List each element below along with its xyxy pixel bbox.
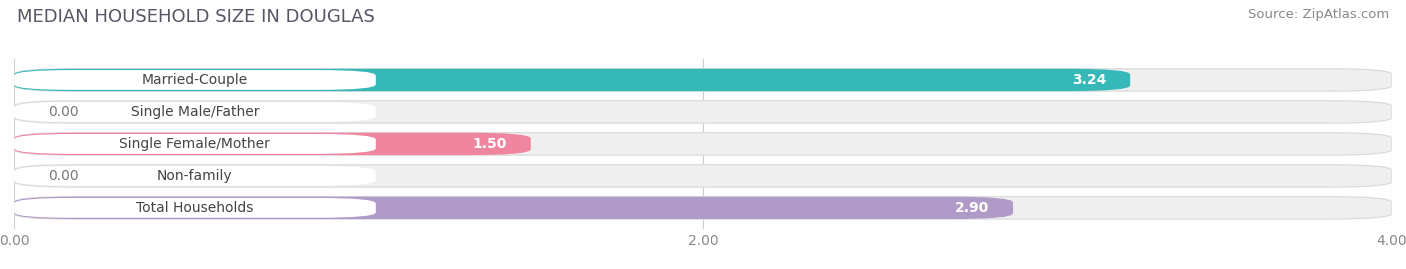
FancyBboxPatch shape (14, 197, 1392, 219)
Text: Total Households: Total Households (136, 201, 253, 215)
FancyBboxPatch shape (14, 101, 1392, 123)
FancyBboxPatch shape (14, 165, 1392, 187)
Text: 3.24: 3.24 (1071, 73, 1107, 87)
Text: Single Male/Father: Single Male/Father (131, 105, 259, 119)
Text: Single Female/Mother: Single Female/Mother (120, 137, 270, 151)
FancyBboxPatch shape (14, 69, 1130, 91)
FancyBboxPatch shape (14, 133, 531, 155)
FancyBboxPatch shape (14, 197, 1012, 219)
Text: MEDIAN HOUSEHOLD SIZE IN DOUGLAS: MEDIAN HOUSEHOLD SIZE IN DOUGLAS (17, 8, 375, 26)
FancyBboxPatch shape (14, 102, 375, 122)
Text: 2.90: 2.90 (955, 201, 988, 215)
Text: Married-Couple: Married-Couple (142, 73, 247, 87)
FancyBboxPatch shape (14, 134, 375, 154)
Text: Non-family: Non-family (157, 169, 233, 183)
Text: Source: ZipAtlas.com: Source: ZipAtlas.com (1249, 8, 1389, 21)
FancyBboxPatch shape (14, 70, 375, 90)
FancyBboxPatch shape (14, 69, 1392, 91)
FancyBboxPatch shape (14, 133, 1392, 155)
Text: 0.00: 0.00 (48, 105, 79, 119)
Text: 0.00: 0.00 (48, 169, 79, 183)
FancyBboxPatch shape (14, 166, 375, 186)
FancyBboxPatch shape (14, 198, 375, 218)
Text: 1.50: 1.50 (472, 137, 506, 151)
